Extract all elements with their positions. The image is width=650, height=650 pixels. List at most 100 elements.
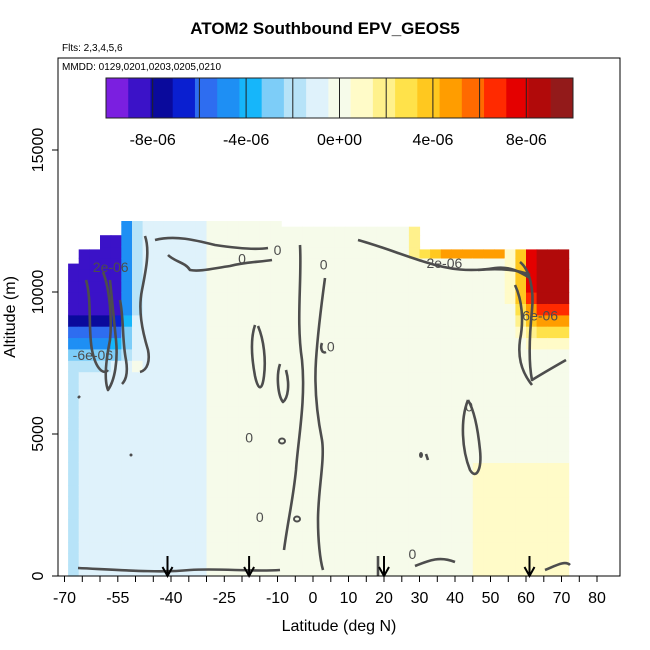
heatmap-cell: [163, 326, 176, 339]
contour-line: [519, 260, 567, 382]
heatmap-cell: [302, 314, 314, 327]
heatmap-cell: [526, 337, 538, 350]
heatmap-cell: [376, 405, 389, 418]
heatmap-cell: [100, 530, 112, 543]
heatmap-cell: [440, 382, 452, 395]
heatmap-cell: [153, 246, 165, 259]
heatmap-cell: [398, 485, 410, 498]
heatmap-cell: [558, 360, 570, 373]
heatmap-cell: [515, 394, 527, 407]
heatmap-cell: [217, 507, 229, 520]
heatmap-cell: [249, 280, 261, 293]
heatmap-cell: [217, 394, 229, 407]
heatmap-cell: [536, 553, 548, 566]
colorbar-swatch: [194, 78, 218, 118]
heatmap-cell: [100, 394, 112, 407]
heatmap-cell: [483, 473, 495, 486]
heatmap-cell: [132, 235, 144, 248]
heatmap-cell: [526, 348, 538, 361]
heatmap-cell: [281, 348, 293, 361]
heatmap-cell: [78, 496, 90, 509]
x-tick-label: 80: [588, 590, 606, 607]
heatmap-cell: [195, 553, 208, 566]
heatmap-cell: [376, 326, 389, 339]
heatmap-cell: [174, 530, 186, 543]
heatmap-cell: [302, 485, 314, 498]
heatmap-cell: [68, 553, 80, 566]
heatmap-cell: [344, 541, 357, 554]
colorbar-swatch: [350, 78, 374, 118]
heatmap-cell: [100, 507, 112, 520]
colorbar-frame: [105, 77, 574, 119]
heatmap-cell: [483, 439, 495, 452]
heatmap-cell: [78, 337, 90, 350]
heatmap-cell: [110, 371, 122, 384]
heatmap-cell: [408, 226, 421, 236]
heatmap-cell: [419, 280, 431, 293]
heatmap-cell: [462, 451, 474, 463]
heatmap-cell: [440, 564, 452, 577]
heatmap-cell: [302, 257, 314, 270]
heatmap-cell: [259, 292, 271, 304]
heatmap-cell: [227, 337, 239, 350]
heatmap-cell: [163, 257, 176, 270]
heatmap-cell: [100, 246, 112, 259]
heatmap-cell: [238, 428, 250, 441]
heatmap-cell: [483, 249, 495, 259]
heatmap-cell: [536, 541, 548, 554]
heatmap-cell: [227, 541, 239, 554]
heatmap-cell: [419, 473, 431, 486]
heatmap-cell: [281, 280, 293, 293]
heatmap-cell: [259, 496, 271, 509]
heatmap-cell: [259, 246, 271, 259]
heatmap-cell: [355, 496, 367, 509]
heatmap-cell: [494, 473, 506, 486]
heatmap-cell: [163, 541, 176, 554]
heatmap-cell: [366, 303, 378, 316]
heatmap-cell: [398, 226, 410, 236]
heatmap-cell: [344, 462, 357, 475]
heatmap-cell: [142, 280, 154, 293]
y-axis-label: Altitude (m): [2, 276, 19, 358]
heatmap-cell: [227, 439, 239, 452]
heatmap-cell: [302, 553, 314, 566]
heatmap-cell: [68, 360, 80, 373]
heatmap-cell: [323, 303, 335, 316]
heatmap-cell: [238, 326, 250, 339]
heatmap-cell: [78, 257, 90, 270]
heatmap-cell: [142, 428, 154, 441]
heatmap-cell: [217, 405, 229, 418]
heatmap-cell: [163, 473, 176, 486]
heatmap-cell: [344, 326, 357, 339]
heatmap-cell: [440, 337, 452, 350]
heatmap-cell: [89, 249, 101, 259]
heatmap-cell: [270, 246, 282, 259]
heatmap-cell: [174, 485, 186, 498]
heatmap-cell: [472, 269, 484, 282]
heatmap-cell: [238, 348, 250, 361]
heatmap-cell: [249, 337, 261, 350]
heatmap-cell: [78, 519, 90, 532]
contour-label: 6e-06: [522, 307, 558, 323]
heatmap-cell: [323, 371, 335, 384]
heatmap-cell: [408, 519, 421, 532]
heatmap-cell: [344, 394, 357, 407]
heatmap-cell: [185, 496, 197, 509]
heatmap-cell: [89, 530, 101, 543]
heatmap-cell: [238, 451, 250, 463]
heatmap-cell: [323, 564, 335, 577]
heatmap-cell: [121, 269, 133, 282]
heatmap-cell: [355, 428, 367, 441]
heatmap-cell: [366, 314, 378, 327]
heatmap-cell: [270, 371, 282, 384]
heatmap-cell: [451, 496, 463, 509]
heatmap-cell: [366, 360, 378, 373]
heatmap-cell: [494, 371, 506, 384]
heatmap-cell: [238, 439, 250, 452]
heatmap-cell: [185, 541, 197, 554]
heatmap-cell: [238, 382, 250, 395]
heatmap-cell: [249, 246, 261, 259]
heatmap-cell: [515, 269, 527, 282]
heatmap-cell: [195, 485, 208, 498]
heatmap-cell: [217, 541, 229, 554]
